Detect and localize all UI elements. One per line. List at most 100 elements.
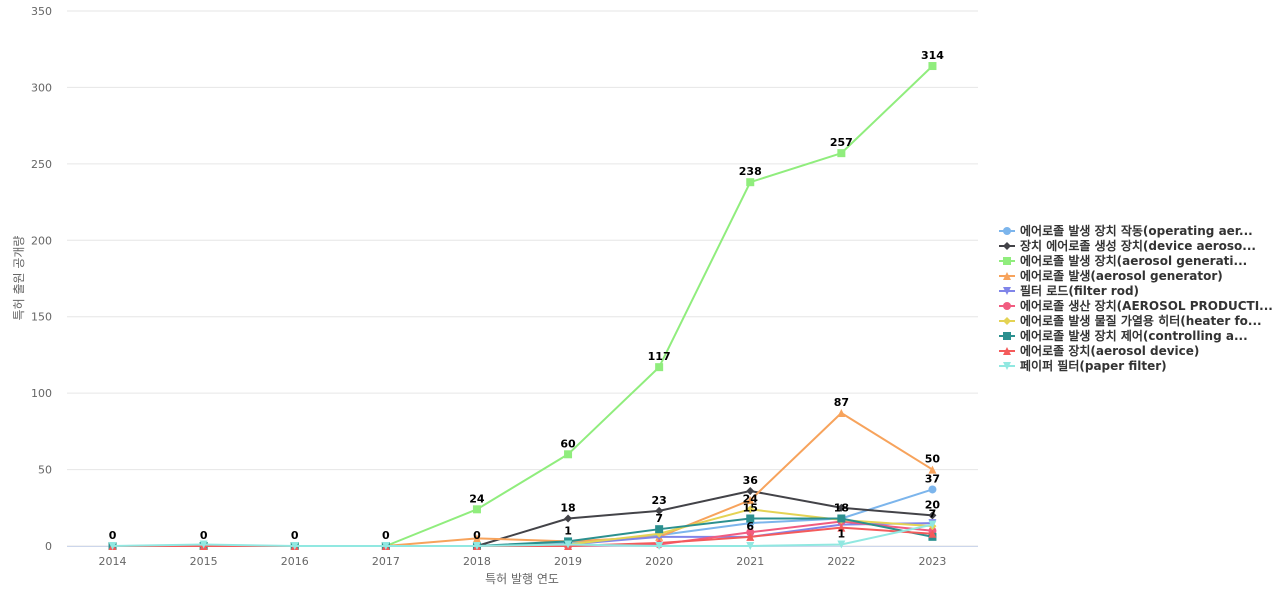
data-point [746,514,755,523]
x-tick-label: 2017 [372,555,400,568]
series-line [112,522,933,547]
series-line [112,520,933,547]
data-label: 20 [925,498,941,511]
y-tick-label: 100 [31,387,52,400]
data-point [837,409,846,418]
y-tick-label: 200 [31,234,52,247]
legend-marker [1003,332,1011,340]
data-point [837,514,846,523]
data-point [746,532,755,541]
x-tick-label: 2014 [99,555,127,568]
data-point [928,465,937,474]
data-label: 1 [838,527,846,540]
y-tick-label: 300 [31,81,52,94]
data-point [746,178,755,187]
y-tick-label: 0 [45,540,52,553]
y-tick-label: 50 [38,464,52,477]
data-point [472,534,481,543]
data-point [928,511,937,520]
legend-item[interactable]: 에어로졸 장치(aerosol device) [999,343,1199,358]
legend-label: 에어로졸 생산 장치(AEROSOL PRODUCTI... [1020,298,1273,313]
data-label: 23 [651,494,666,507]
data-point [746,528,755,537]
legend-marker [1003,302,1011,310]
data-label: 0 [382,529,390,542]
legend-marker [1003,347,1011,355]
data-label: 0 [291,529,299,542]
data-point [564,450,573,459]
series-line [112,523,933,547]
data-point [837,523,846,532]
data-point [108,542,117,550]
legend-marker [1003,272,1011,280]
data-point [290,542,299,550]
data-point [655,506,664,515]
grid [67,10,978,547]
legend-label: 에어로졸 발생(aerosol generator) [1020,268,1223,283]
data-label: 24 [469,492,485,505]
legend-item[interactable]: 페이퍼 필터(paper filter) [999,358,1167,373]
y-tick-label: 150 [31,311,52,324]
x-tick-label: 2022 [827,555,855,568]
x-tick-label: 2020 [645,555,673,568]
data-label: 314 [921,49,944,62]
data-point [564,514,573,523]
legend-marker [1003,287,1011,295]
x-tick-label: 2023 [918,555,946,568]
y-tick-label: 350 [31,5,52,18]
legend-item[interactable]: 에어로졸 발생(aerosol generator) [999,268,1223,283]
legend-item[interactable]: 에어로졸 발생 장치(aerosol generati... [999,253,1247,268]
legend-marker [1003,317,1011,325]
data-point [746,542,755,550]
data-label: 0 [109,529,117,542]
legend-item[interactable]: 장치 에어로졸 생성 장치(device aeroso... [999,238,1256,253]
legend-marker [1003,227,1011,235]
legend-label: 페이퍼 필터(paper filter) [1020,358,1167,373]
data-label: 36 [743,474,759,487]
series-line [112,65,934,547]
data-label: 0 [200,529,208,542]
data-point [746,505,755,514]
legend-marker [1003,362,1011,370]
data-label: 0 [473,529,481,542]
data-point [472,542,481,550]
legend-item[interactable]: 필터 로드(filter rod) [999,283,1139,298]
data-point [746,486,755,495]
data-point [746,496,755,505]
data-label: 15 [743,501,758,514]
data-point [472,505,481,514]
data-point [928,485,937,494]
data-point [837,540,846,549]
data-point [564,540,573,549]
legend-label: 장치 에어로졸 생성 장치(device aeroso... [1020,238,1256,253]
legend-item[interactable]: 에어로졸 생산 장치(AEROSOL PRODUCTI... [999,298,1273,313]
data-label: 7 [929,508,937,521]
series-group [108,62,937,550]
x-axis-title: 특허 발행 연도 [485,571,559,586]
data-point [837,149,846,158]
legend-item[interactable]: 에어로졸 발생 장치 작동(operating aer... [999,223,1253,238]
legend-item[interactable]: 에어로졸 발생 물질 가열용 히터(heater fo... [999,313,1262,328]
data-label: 1 [564,524,572,537]
y-axis-title: 특허 출원 공개량 [12,236,26,321]
legend-marker [1003,242,1011,250]
data-label: 50 [925,453,941,466]
data-point [655,525,664,534]
legend-label: 에어로졸 발생 장치 제어(controlling a... [1020,328,1248,343]
data-label: 257 [830,136,853,149]
data-point [928,520,937,529]
data-label: 7 [655,512,663,525]
data-label: 24 [743,492,759,505]
series-2 [108,62,937,550]
x-tick-label: 2018 [463,555,491,568]
data-point [655,542,664,550]
x-tick-label: 2016 [281,555,309,568]
legend-item[interactable]: 에어로졸 발생 장치 제어(controlling a... [999,328,1248,343]
data-point [381,542,390,550]
data-point [928,529,937,538]
series-9 [108,520,937,550]
legend-label: 에어로졸 장치(aerosol device) [1020,343,1199,358]
data-labels: 37 18 23 36 20 0 24 60 117 238 257 314 87 50 6 24 0 1 7 15 1… [109,49,945,542]
